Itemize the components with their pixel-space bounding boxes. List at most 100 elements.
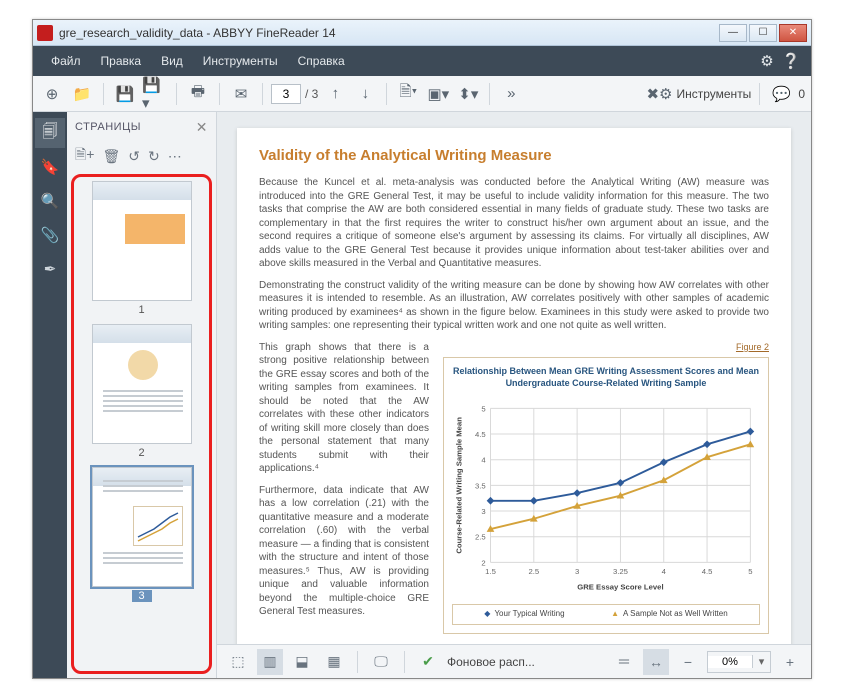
comments-count: 0 — [798, 87, 805, 101]
paragraph: Furthermore, data indicate that AW has a… — [259, 484, 429, 619]
zoom-input[interactable] — [708, 656, 752, 668]
save-as-button[interactable]: 💾▾ — [142, 81, 168, 107]
paragraph: Demonstrating the construct validity of … — [259, 279, 769, 333]
pages-panel: СТРАНИЦЫ ✕ 🗎+ 🗑 ↺ ↻ ⋯ 1 — [67, 112, 217, 678]
fit-width-button[interactable]: ↔ — [643, 649, 669, 675]
add-page-icon[interactable]: 🗎+ — [75, 144, 94, 168]
svg-text:GRE Essay Score Level: GRE Essay Score Level — [577, 583, 663, 592]
thumb-num: 1 — [82, 304, 201, 316]
page-input[interactable] — [271, 84, 301, 104]
thumbnail-3[interactable]: 3 — [82, 467, 201, 602]
page-down-button[interactable]: ↓ — [352, 81, 378, 107]
document-page: Validity of the Analytical Writing Measu… — [237, 128, 791, 644]
bottom-toolbar: ⬚ ▥ ⬓ ▦ 🖵 ✔ Фоновое расп... ＝ ↔ − ▾ + — [217, 644, 811, 678]
svg-text:4: 4 — [481, 456, 486, 465]
svg-text:5: 5 — [748, 567, 752, 576]
pages-tab-icon[interactable]: 🗐 — [35, 118, 65, 148]
legend-label: A Sample Not as Well Written — [623, 609, 728, 620]
svg-text:5: 5 — [481, 405, 485, 414]
window-title: gre_research_validity_data - ABBYY FineR… — [59, 26, 717, 40]
attachments-tab-icon[interactable]: 📎 — [35, 220, 65, 250]
menu-edit[interactable]: Правка — [91, 50, 152, 72]
minimize-button[interactable]: — — [719, 24, 747, 42]
menu-tools[interactable]: Инструменты — [193, 50, 288, 72]
tools-label[interactable]: Инструменты — [676, 87, 751, 101]
fit-height-button[interactable]: ＝ — [611, 649, 637, 675]
thumbnail-1[interactable]: 1 — [82, 181, 201, 316]
svg-text:Course-Related Writing Sample: Course-Related Writing Sample Mean — [455, 417, 464, 554]
svg-text:2: 2 — [481, 559, 485, 568]
page-up-button[interactable]: ↑ — [322, 81, 348, 107]
save-button[interactable]: 💾 — [112, 81, 138, 107]
paragraph: Because the Kuncel et al. meta-analysis … — [259, 176, 769, 271]
menu-file[interactable]: Файл — [41, 50, 91, 72]
view-mode-1[interactable]: ⬚ — [225, 649, 251, 675]
search-tab-icon[interactable]: 🔍 — [35, 186, 65, 216]
sort-button[interactable]: ⬍▾ — [455, 81, 481, 107]
svg-text:3.5: 3.5 — [475, 482, 486, 491]
document-scroll[interactable]: Validity of the Analytical Writing Measu… — [217, 112, 811, 644]
paragraph: This graph shows that there is a strong … — [259, 341, 429, 476]
pages-panel-title: СТРАНИЦЫ — [75, 121, 141, 133]
menu-view[interactable]: Вид — [151, 50, 193, 72]
svg-text:3.25: 3.25 — [613, 567, 628, 576]
zoom-dropdown[interactable]: ▾ — [752, 655, 770, 668]
thumb-num: 2 — [82, 447, 201, 459]
thumb-num: 3 — [132, 590, 152, 602]
signature-tab-icon[interactable]: ✒ — [35, 254, 65, 284]
comments-icon[interactable]: 💬 — [768, 81, 794, 107]
svg-text:4.5: 4.5 — [702, 567, 713, 576]
fullscreen-button[interactable]: 🖵 — [368, 649, 394, 675]
svg-text:4: 4 — [662, 567, 667, 576]
svg-text:3: 3 — [575, 567, 579, 576]
svg-text:1.5: 1.5 — [485, 567, 496, 576]
thumbnails-list: 1 2 3 — [71, 174, 212, 674]
maximize-button[interactable]: ☐ — [749, 24, 777, 42]
bookmarks-tab-icon[interactable]: 🔖 — [35, 152, 65, 182]
view-mode-4[interactable]: ▦ — [321, 649, 347, 675]
page-navigator: / 3 ↑ ↓ — [271, 81, 378, 107]
close-button[interactable]: ✕ — [779, 24, 807, 42]
open-button[interactable]: 📁 — [69, 81, 95, 107]
left-sidebar: 🗐 🔖 🔍 📎 ✒ — [33, 112, 67, 678]
zoom-control: ▾ — [707, 651, 771, 673]
ocr-button[interactable]: ▣▾ — [425, 81, 451, 107]
svg-text:3: 3 — [481, 507, 485, 516]
print-button[interactable]: 🖶 — [185, 81, 211, 107]
new-doc-button[interactable]: 🗎▾ — [395, 81, 421, 107]
page-total: / 3 — [305, 87, 318, 101]
tools-icon[interactable]: ✖⚙ — [646, 81, 672, 107]
view-mode-2[interactable]: ▥ — [257, 649, 283, 675]
zoom-out-button[interactable]: − — [675, 649, 701, 675]
more-options-icon[interactable]: ⋯ — [168, 148, 182, 165]
toolbar: ⊕ 📁 💾 💾▾ 🖶 ✉ / 3 ↑ ↓ 🗎▾ ▣▾ ⬍▾ » ✖⚙ Инстр… — [33, 76, 811, 112]
settings-icon[interactable]: ⚙ — [755, 49, 779, 73]
view-mode-3[interactable]: ⬓ — [289, 649, 315, 675]
help-icon[interactable]: ❔ — [779, 49, 803, 73]
titlebar: gre_research_validity_data - ABBYY FineR… — [33, 20, 811, 46]
document-area: Validity of the Analytical Writing Measu… — [217, 112, 811, 678]
app-icon — [37, 25, 53, 41]
bg-recognition-label[interactable]: Фоновое расп... — [447, 655, 535, 669]
rotate-left-icon[interactable]: ↺ — [128, 148, 140, 165]
body: 🗐 🔖 🔍 📎 ✒ СТРАНИЦЫ ✕ 🗎+ 🗑 ↺ ↻ ⋯ 1 — [33, 112, 811, 678]
close-panel-button[interactable]: ✕ — [196, 119, 208, 136]
svg-text:4.5: 4.5 — [475, 430, 486, 439]
figure-label: Figure 2 — [443, 341, 769, 353]
delete-page-icon[interactable]: 🗑 — [102, 148, 120, 165]
page-heading: Validity of the Analytical Writing Measu… — [259, 146, 769, 166]
zoom-in-button[interactable]: + — [777, 649, 803, 675]
svg-text:2.5: 2.5 — [528, 567, 539, 576]
add-page-button[interactable]: ⊕ — [39, 81, 65, 107]
thumbnail-2[interactable]: 2 — [82, 324, 201, 459]
pages-toolbar: 🗎+ 🗑 ↺ ↻ ⋯ — [67, 142, 216, 170]
chart-svg: 22.533.544.551.52.533.2544.55GRE Essay S… — [452, 395, 760, 595]
check-icon[interactable]: ✔ — [415, 649, 441, 675]
menu-help[interactable]: Справка — [288, 50, 355, 72]
rotate-right-icon[interactable]: ↻ — [148, 148, 160, 165]
app-window: gre_research_validity_data - ABBYY FineR… — [32, 19, 812, 679]
chart-title: Relationship Between Mean GRE Writing As… — [452, 366, 760, 389]
more-button[interactable]: » — [498, 81, 524, 107]
menubar: Файл Правка Вид Инструменты Справка ⚙ ❔ — [33, 46, 811, 76]
email-button[interactable]: ✉ — [228, 81, 254, 107]
